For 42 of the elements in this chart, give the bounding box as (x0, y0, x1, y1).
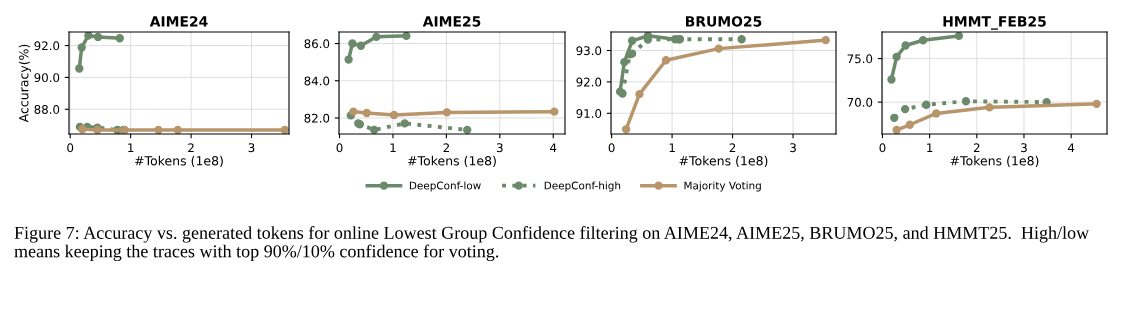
caption: Figure 7: Accuracy vs. generated tokens for online Lowest Group Confidence filtering on AIME24, AIME25, BRUMO25, and HMMT25. High/low means keeping the traces with top 90%/10% confidence for voting. (14, 226, 1090, 262)
x-tick-label: 1 (927, 143, 933, 152)
x-axis-title: #Tokens (1e8) (408, 155, 496, 167)
x-tick-label: 0 (336, 143, 343, 153)
x-axis-title: #Tokens (1e8) (679, 155, 768, 167)
x-tick-label: 1 (128, 143, 134, 152)
y-tick-label: 92.0 (576, 77, 602, 87)
y-tick-label: 82.0 (304, 113, 330, 123)
x-tick-label: 0 (879, 143, 886, 153)
x-tick-label: 2 (729, 143, 736, 152)
x-tick-label: 2 (443, 143, 449, 152)
y-tick-label: 93.0 (576, 46, 602, 56)
x-tick-label: 2 (188, 143, 194, 152)
legend-label: Majority Voting (684, 181, 761, 192)
y-tick-label: 90.0 (34, 73, 60, 83)
x-tick-label: 1 (669, 143, 675, 152)
y-tick-label: 70.0 (847, 97, 873, 107)
x-tick-label: 0 (608, 143, 615, 153)
chart-title: AIME25 (422, 16, 481, 27)
y-tick-label: 84.0 (304, 76, 330, 86)
x-tick-label: 4 (550, 143, 557, 152)
x-tick-label: 3 (790, 143, 796, 153)
y-tick-label: 91.0 (576, 109, 602, 118)
y-tick-label: 88.0 (34, 105, 60, 114)
x-axis-title: #Tokens (1e8) (135, 155, 223, 167)
y-axis-title: Accuracy(%) (18, 44, 31, 123)
y-tick-label: 92.0 (34, 41, 60, 51)
x-tick-label: 3 (496, 143, 503, 153)
y-tick-label: 75.0 (847, 54, 873, 64)
x-tick-label: 0 (67, 143, 74, 153)
x-tick-label: 1 (390, 143, 396, 152)
x-tick-label: 4 (1067, 143, 1075, 152)
x-tick-label: 3 (248, 143, 255, 153)
chart-title: BRUMO25 (686, 16, 762, 27)
x-axis-title: #Tokens (1e8) (950, 155, 1039, 167)
y-tick-label: 86.0 (304, 39, 330, 49)
legend-label: DeepConf-high (544, 181, 621, 192)
chart-title: HMMT_FEB25 (943, 16, 1046, 30)
chart-title: AIME24 (149, 16, 208, 27)
x-tick-label: 3 (1021, 143, 1027, 153)
legend-label: DeepConf-low (409, 181, 481, 192)
x-tick-label: 2 (973, 143, 980, 152)
